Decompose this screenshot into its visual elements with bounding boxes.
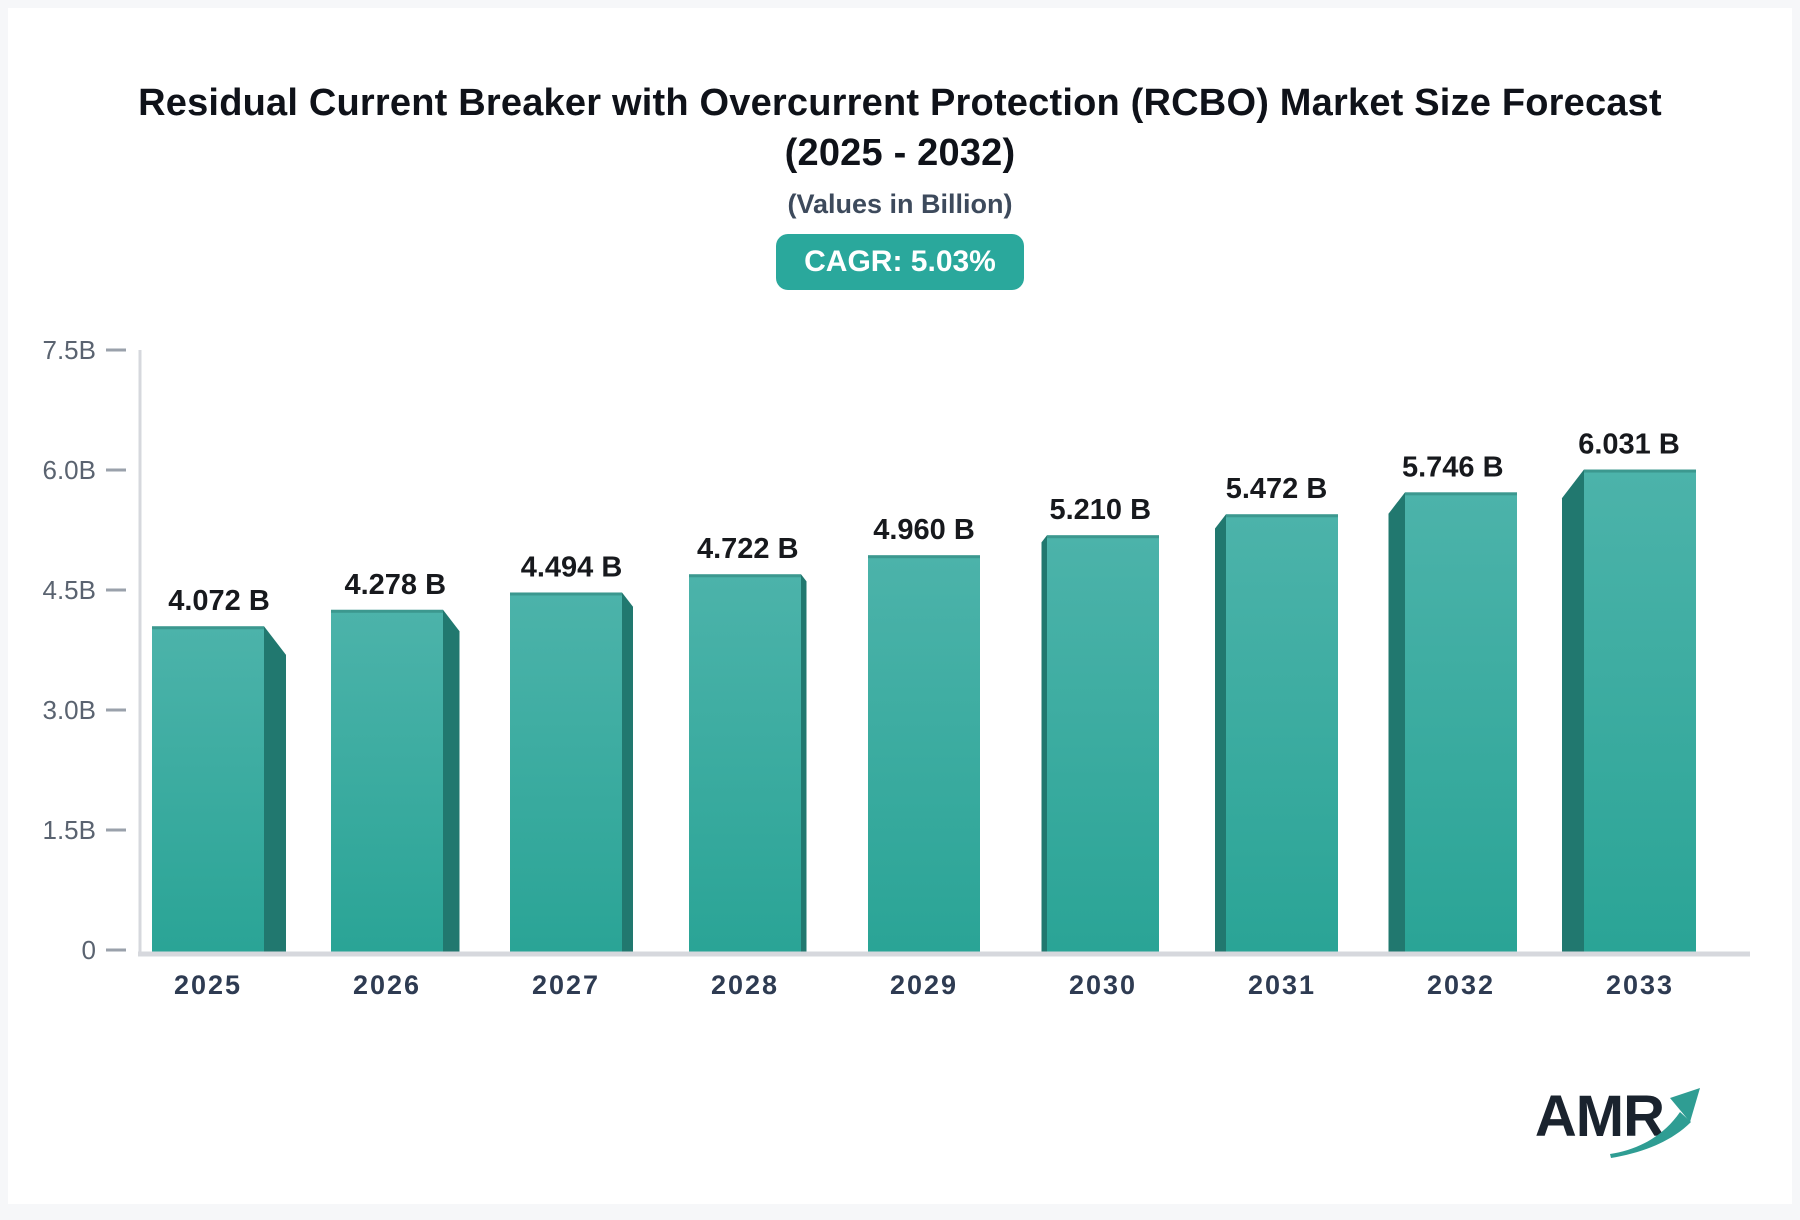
x-label-2025: 2025 [174,970,242,1000]
bar-top-edge [510,592,622,596]
chart-header: Residual Current Breaker with Overcurren… [8,8,1792,290]
bar-value-2026: 4.278 B [344,569,446,601]
bar-2032[interactable] [1388,492,1518,952]
x-label-2033: 2033 [1606,970,1674,1000]
amr-logo-text: AMR [1534,1084,1665,1149]
bar-2025[interactable] [152,626,286,952]
y-tick-label-7.5B: 7.5B [43,335,97,365]
bar-2031[interactable] [1215,514,1338,952]
chart-title-line2: (2025 - 2032) [784,132,1016,174]
bar-top-edge [1405,492,1517,496]
bar-side-face [1562,469,1584,952]
y-tick-label-4.5B: 4.5B [43,575,97,605]
bar-2029[interactable] [868,555,980,952]
bar-front-face [1047,535,1159,952]
bar-2030[interactable] [1041,535,1160,952]
amr-logo: AMR [1534,1080,1708,1158]
bar-value-2031: 5.472 B [1226,473,1328,505]
bar-front-face [152,626,264,952]
x-label-2032: 2032 [1427,970,1495,1000]
bar-front-face [1584,469,1696,952]
bar-front-face [1405,492,1517,952]
bar-2027[interactable] [510,592,633,952]
bar-side-face [1041,535,1047,952]
bar-top-edge [1226,514,1338,518]
bar-top-edge [1584,469,1696,473]
bar-value-2030: 5.210 B [1049,494,1151,526]
chart-card: Residual Current Breaker with Overcurren… [8,8,1792,1204]
bar-side-face [1215,514,1226,952]
x-label-2030: 2030 [1069,970,1137,1000]
x-label-2031: 2031 [1248,970,1316,1000]
x-label-2027: 2027 [532,970,600,1000]
bar-front-face [868,555,980,952]
y-tick-label-0: 0 [82,935,96,965]
bar-top-edge [331,609,443,613]
bar-value-2032: 5.746 B [1402,451,1504,483]
trend-up-arrow-icon [1610,1088,1700,1158]
bar-2028[interactable] [689,574,807,952]
bar-front-face [331,609,443,952]
bar-top-edge [868,555,980,559]
bar-value-2025: 4.072 B [168,585,270,617]
bar-front-face [510,592,622,952]
bar-value-2027: 4.494 B [521,551,623,583]
bar-2033[interactable] [1562,469,1696,952]
bar-side-face [1388,492,1405,952]
y-tick-label-6.0B: 6.0B [43,455,97,485]
y-axis: 7.5B 6.0B 4.5B 3.0B 1.5B 0 [43,335,126,965]
bar-top-edge [1047,535,1159,539]
bar-top-edge [152,626,264,630]
bar-value-2028: 4.722 B [697,533,799,565]
x-label-2028: 2028 [711,970,779,1000]
x-label-2029: 2029 [890,970,958,1000]
cagr-badge: CAGR: 5.03% [776,234,1024,290]
bar-value-2033: 6.031 B [1578,429,1680,461]
bar-value-2029: 4.960 B [873,514,975,546]
chart-subtitle: (Values in Billion) [787,189,1013,219]
y-tick-label-3.0B: 3.0B [43,695,97,725]
bar-front-face [1226,514,1338,952]
chart-title-line1: Residual Current Breaker with Overcurren… [138,82,1662,124]
x-label-2026: 2026 [353,970,421,1000]
y-tick-label-1.5B: 1.5B [43,815,97,845]
bar-top-edge [689,574,801,578]
bar-side-face [443,609,460,952]
market-size-bar-chart: 7.5B 6.0B 4.5B 3.0B 1.5B 0 4.072 B 2025 4.278 B 2… [43,335,1750,1000]
bar-side-face [801,574,807,952]
bar-2026[interactable] [331,609,460,952]
bar-side-face [264,626,286,952]
bar-front-face [689,574,801,952]
cagr-badge-wrap: CAGR: 5.03% [8,234,1792,290]
bar-side-face [622,592,633,952]
